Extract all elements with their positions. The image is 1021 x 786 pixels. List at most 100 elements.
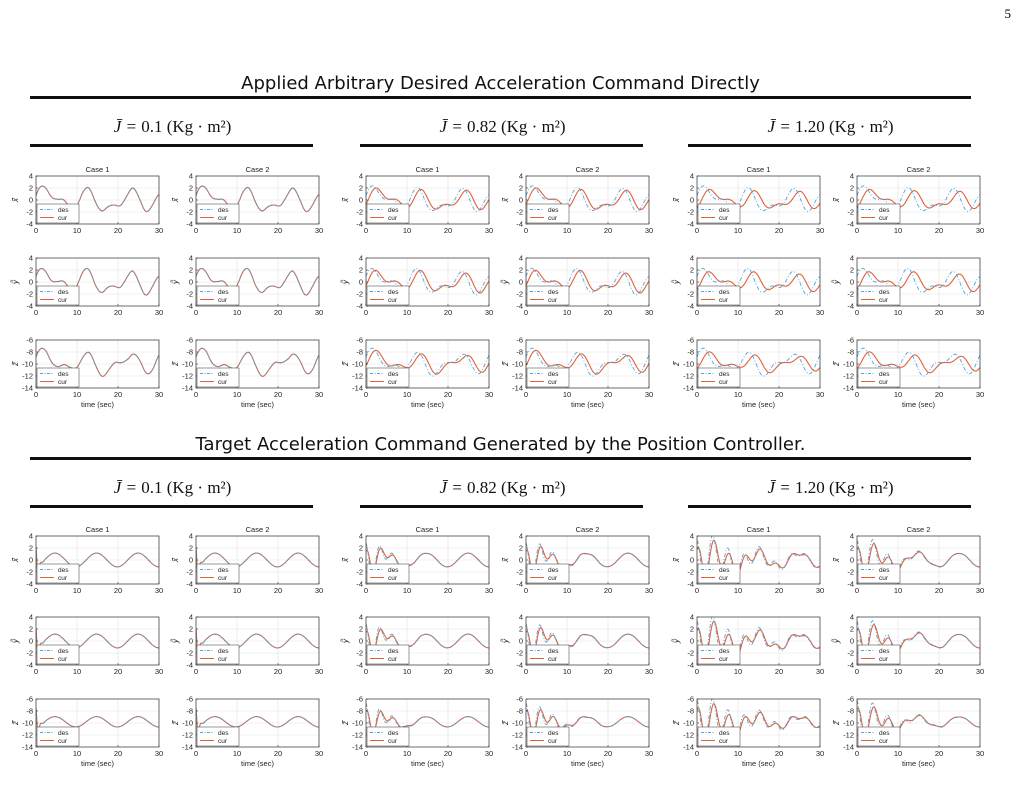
y-tick-label: 2	[359, 266, 363, 275]
y-tick-label: -4	[687, 661, 694, 670]
x-tick-label: 20	[444, 390, 452, 399]
y-tick-label: -14	[182, 384, 193, 393]
y-axis-label: ÿ̃	[832, 638, 841, 644]
y-axis-label: ẍ̃	[11, 557, 20, 563]
x-tick-label: 30	[976, 749, 984, 758]
legend-label-cur: cur	[58, 297, 68, 304]
x-tick-label: 20	[604, 749, 612, 758]
y-tick-label: 0	[519, 637, 523, 646]
y-tick-label: 0	[359, 556, 363, 565]
y-tick-label: 4	[359, 613, 363, 622]
x-tick-label: 10	[734, 226, 742, 235]
legend-box	[857, 285, 901, 306]
y-tick-label: -2	[356, 568, 363, 577]
x-tick-label: 30	[645, 308, 653, 317]
legend-label-des: des	[58, 567, 69, 574]
y-tick-label: -12	[182, 372, 193, 381]
legend-label-des: des	[58, 289, 69, 296]
x-tick-label: 30	[976, 390, 984, 399]
y-tick-label: 4	[359, 254, 363, 263]
legend-box	[697, 285, 741, 306]
y-tick-label: -6	[26, 695, 33, 704]
series-des-line	[36, 347, 159, 377]
y-tick-label: 2	[29, 266, 33, 275]
subplot-title: Case 1	[86, 165, 110, 174]
y-axis-label: ẍ̃	[171, 557, 180, 563]
legend-label-cur: cur	[58, 379, 68, 386]
y-tick-label: 2	[519, 266, 523, 275]
series-cur-line	[697, 271, 820, 293]
legend-label-cur: cur	[388, 738, 398, 745]
x-tick-label: 30	[485, 226, 493, 235]
y-tick-label: -6	[356, 336, 363, 345]
y-tick-label: 0	[519, 278, 523, 287]
y-tick-label: 4	[29, 172, 33, 181]
y-tick-label: 4	[690, 254, 694, 263]
x-tick-label: 0	[855, 308, 859, 317]
x-tick-label: 20	[604, 586, 612, 595]
inertia-header-s1-g3: J̄ = 1.20 (Kg · m²)	[767, 117, 894, 136]
legend-label-cur: cur	[879, 379, 889, 386]
x-tick-label: 20	[935, 667, 943, 676]
y-tick-label: -12	[182, 731, 193, 740]
y-axis-label: ẍ̃	[341, 557, 350, 563]
x-tick-label: 10	[233, 586, 241, 595]
y-tick-label: -2	[687, 290, 694, 299]
y-tick-label: -12	[352, 731, 363, 740]
y-tick-label: -12	[22, 731, 33, 740]
series-des-line	[857, 347, 980, 377]
legend-label-des: des	[879, 648, 890, 655]
y-tick-label: -4	[186, 220, 193, 229]
series-cur-line	[857, 188, 980, 210]
y-tick-label: -2	[356, 649, 363, 658]
y-axis-label: ÿ̃	[341, 638, 350, 644]
y-axis-label: ẍ̃	[832, 197, 841, 203]
y-tick-label: -10	[512, 719, 523, 728]
y-tick-label: -14	[512, 384, 523, 393]
x-tick-label: 20	[604, 226, 612, 235]
y-tick-label: -6	[847, 336, 854, 345]
y-tick-label: -4	[356, 661, 363, 670]
series-des-line	[526, 267, 649, 296]
series-des-line	[36, 547, 159, 572]
x-tick-label: 10	[563, 226, 571, 235]
legend-label-des: des	[879, 567, 890, 574]
x-tick-label: 20	[114, 667, 122, 676]
subplot-title: Case 2	[907, 525, 931, 534]
x-tick-label: 20	[274, 749, 282, 758]
legend-label-des: des	[388, 207, 399, 214]
y-tick-label: 2	[189, 184, 193, 193]
y-tick-label: 4	[690, 532, 694, 541]
x-tick-label: 20	[274, 667, 282, 676]
legend-label-cur: cur	[548, 297, 558, 304]
series-des-line	[36, 267, 159, 296]
legend-label-des: des	[879, 289, 890, 296]
x-tick-label: 20	[274, 308, 282, 317]
y-tick-label: 0	[690, 278, 694, 287]
y-tick-label: 4	[189, 532, 193, 541]
legend-label-des: des	[879, 730, 890, 737]
x-tick-label: 20	[775, 390, 783, 399]
legend-label-cur: cur	[879, 575, 889, 582]
y-axis-label: z̃̈	[341, 719, 350, 726]
x-tick-label: 0	[524, 667, 528, 676]
x-tick-label: 0	[34, 390, 38, 399]
y-axis-label: ÿ̃	[501, 279, 510, 285]
y-axis-label: ÿ̃	[832, 279, 841, 285]
y-axis-label: ÿ̃	[11, 279, 20, 285]
x-axis-label: time (sec)	[81, 400, 114, 409]
y-tick-label: 4	[29, 613, 33, 622]
x-axis-label: time (sec)	[241, 759, 274, 768]
x-tick-label: 10	[894, 226, 902, 235]
x-tick-label: 30	[315, 749, 323, 758]
series-cur-line	[526, 349, 649, 375]
